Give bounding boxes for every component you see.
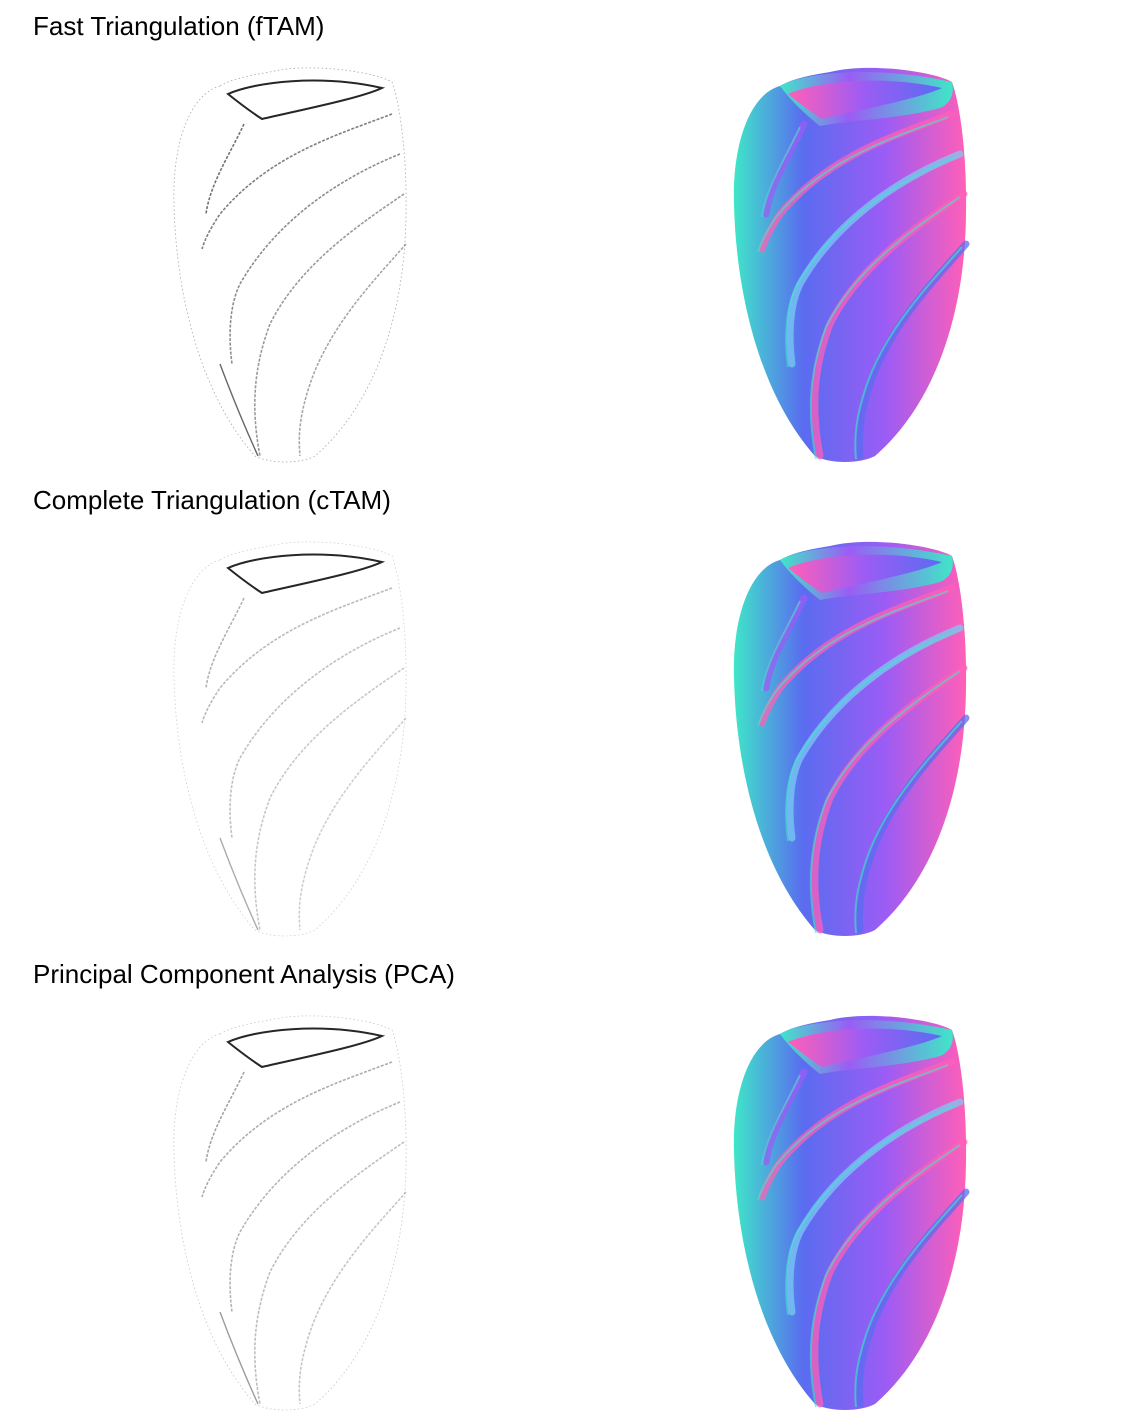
vase-swirl-highlight <box>785 1104 957 1316</box>
vase-opening <box>788 80 942 119</box>
swirl-edge <box>298 243 407 457</box>
swirl-edge <box>254 1141 405 1405</box>
vase-opening <box>788 554 942 593</box>
vase-opening <box>788 1028 942 1067</box>
swirl-edge <box>298 717 407 931</box>
section-title: Complete Triangulation (cTAM) <box>33 485 391 515</box>
vase-body <box>733 1015 967 1410</box>
base-edge <box>219 363 259 457</box>
swirl-edge <box>205 1071 245 1163</box>
normal-map-image <box>720 64 980 464</box>
vase-swirl-highlight <box>785 630 957 842</box>
swirl-edge <box>205 597 245 689</box>
normal-map-image <box>720 1012 980 1412</box>
vase-outline <box>173 67 407 463</box>
vase-swirl <box>762 594 808 692</box>
rim-edge <box>226 79 386 121</box>
swirl-edge <box>229 627 401 839</box>
normal-map-svg <box>733 541 970 936</box>
base-edge <box>219 837 259 931</box>
swirl-edge <box>229 153 401 365</box>
vase-swirl <box>762 1068 808 1166</box>
vase-outline <box>173 541 407 937</box>
vase-swirl-highlight <box>761 600 801 692</box>
rim-edge <box>226 1027 386 1069</box>
edge-map-svg <box>173 67 407 463</box>
vase-outline <box>173 1015 407 1411</box>
swirl-edge <box>201 587 393 724</box>
vase-swirl-highlight <box>757 116 949 253</box>
edge-map-svg <box>173 1015 407 1411</box>
swirl-edge <box>298 1191 407 1405</box>
swirl-edge <box>201 1061 393 1198</box>
vase-swirl-highlight <box>761 1074 801 1166</box>
swirl-edge <box>201 113 393 250</box>
base-edge <box>219 1311 259 1405</box>
swirl-edge <box>229 1101 401 1313</box>
edge-map-image <box>160 64 420 464</box>
vase-swirl-highlight <box>757 590 949 727</box>
normal-map-svg <box>733 67 970 463</box>
edge-map-image <box>160 1012 420 1412</box>
section-title: Fast Triangulation (fTAM) <box>33 11 325 41</box>
vase-swirl-highlight <box>809 1144 961 1408</box>
normal-map-svg <box>733 1015 970 1410</box>
vase-swirl-highlight <box>757 1064 949 1201</box>
edge-map-svg <box>173 541 407 937</box>
vase-swirl-highlight <box>854 246 963 460</box>
swirl-edge <box>254 667 405 931</box>
vase-body <box>733 541 967 936</box>
edge-map-image <box>160 538 420 938</box>
vase-swirl-highlight <box>785 156 957 368</box>
vase-swirl-highlight <box>809 196 961 460</box>
vase-swirl <box>762 120 808 218</box>
vase-swirl-highlight <box>854 720 963 934</box>
vase-swirl-highlight <box>761 126 801 218</box>
vase-body <box>733 67 967 463</box>
vase-swirl-highlight <box>809 670 961 934</box>
swirl-edge <box>254 193 405 457</box>
section-title: Principal Component Analysis (PCA) <box>33 959 455 989</box>
swirl-edge <box>205 123 245 215</box>
vase-swirl-highlight <box>854 1194 963 1408</box>
rim-edge <box>226 553 386 595</box>
normal-map-image <box>720 538 980 938</box>
